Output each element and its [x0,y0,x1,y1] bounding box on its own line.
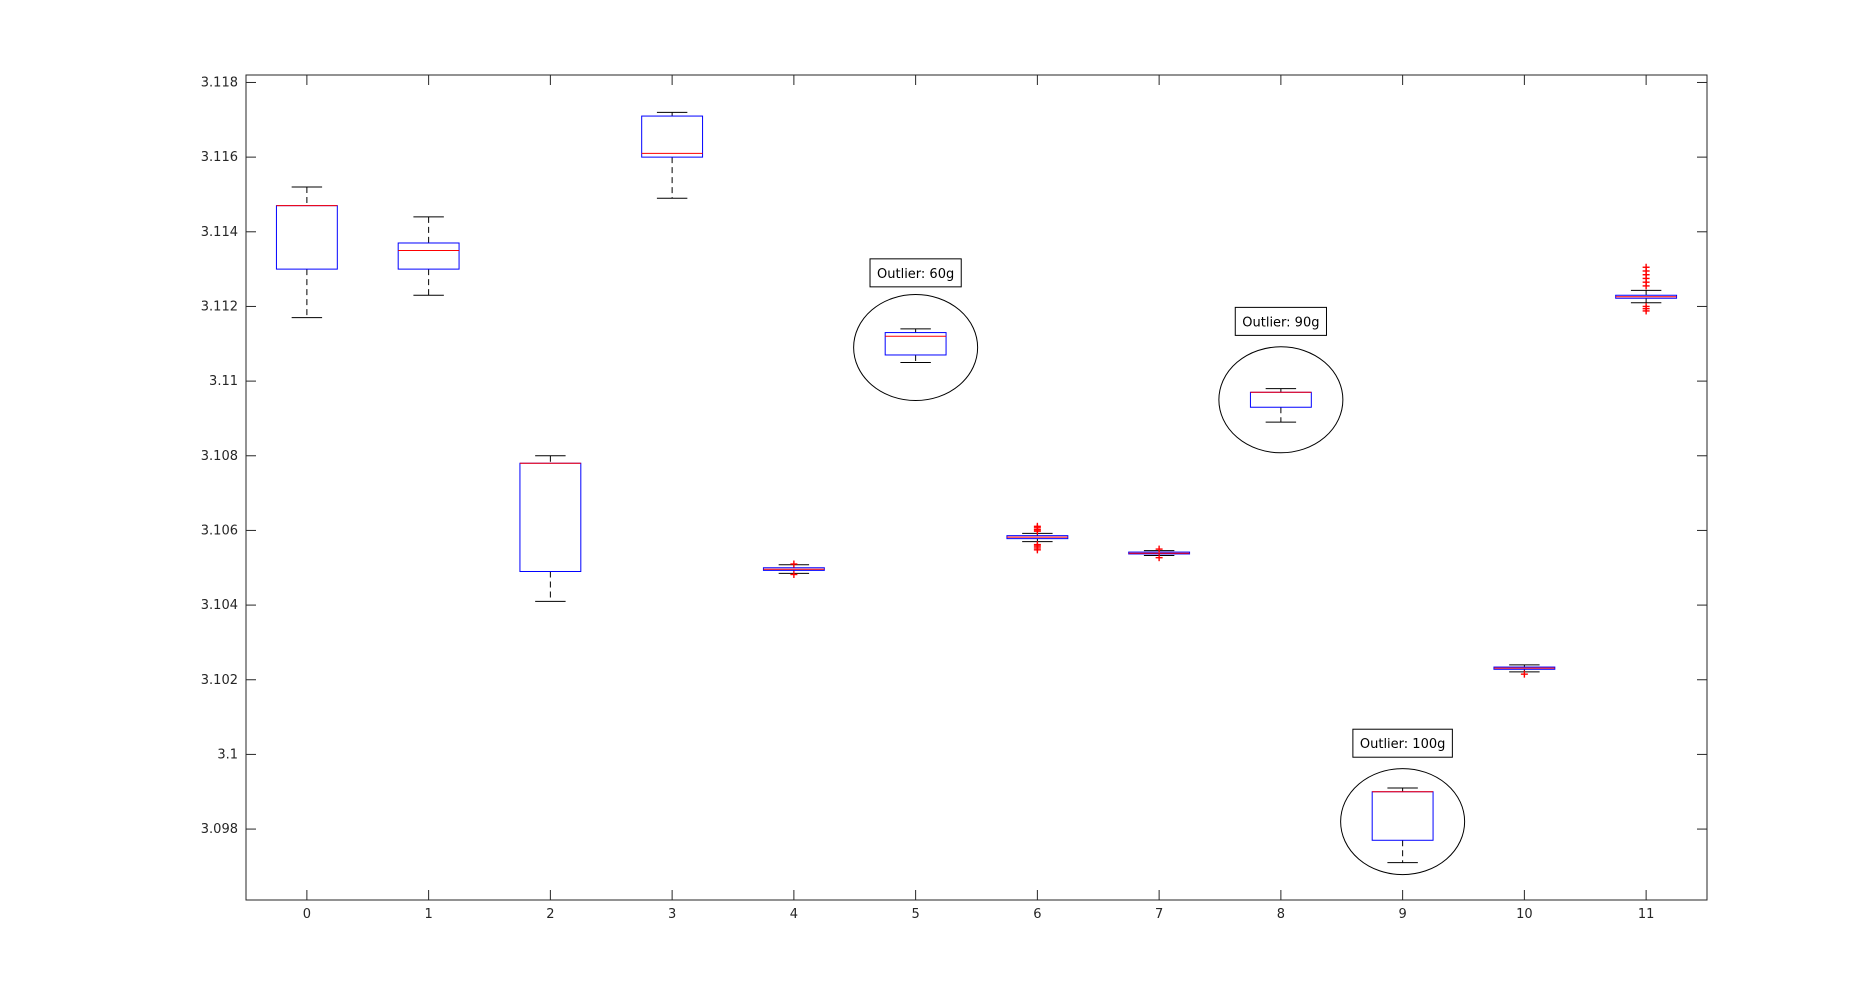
box-2 [519,455,582,602]
x-tick-label: 8 [1277,907,1285,922]
annotation-8: Outlier: 90g [1218,306,1344,454]
annotation-circle [1218,346,1344,454]
annotation-label: Outlier: 90g [1242,315,1319,330]
x-tick-label: 5 [911,907,919,922]
box-6 [1006,522,1069,554]
annotation-circle [853,294,979,402]
box-1 [397,216,460,296]
y-tick-label: 3.1 [217,747,238,762]
y-tick-label: 3.11 [209,374,238,389]
y-tick-label: 3.112 [201,299,238,314]
y-tick-label: 3.106 [201,523,238,538]
box-body [397,242,460,270]
x-tick-label: 10 [1516,907,1533,922]
annotations: Outlier: 60g Outlier: 90g Outlier: 100g [853,258,1466,876]
box-body [641,115,704,158]
x-tick-label: 6 [1033,907,1041,922]
x-tick-label: 0 [303,907,311,922]
y-tick-label: 3.116 [201,150,238,165]
box-series [275,111,1678,864]
y-tick-label: 3.108 [201,449,238,464]
annotation-box [869,258,962,288]
box-9 [1371,787,1434,864]
y-tick-label: 3.114 [201,225,238,240]
box-5 [884,328,947,363]
x-axis: 0 1 2 3 4 5 6 7 8 9 10 11 [303,75,1655,922]
x-tick-label: 3 [668,907,676,922]
box-7 [1128,545,1191,562]
annotation-circle [1340,768,1466,876]
annotation-box [1352,728,1453,758]
annotation-label: Outlier: 100g [1360,737,1445,752]
box-3 [641,111,704,199]
annotation-box [1234,306,1327,336]
box-10 [1493,664,1556,678]
annotation-label: Outlier: 60g [877,267,954,282]
y-axis: 3.098 3.1 3.102 3.104 3.106 3.108 3.11 3.112 3.1… [201,75,1707,837]
annotation-9: Outlier: 100g [1340,728,1466,876]
box-11 [1615,263,1678,315]
plot-area [245,74,1708,901]
y-tick-label: 3.098 [201,822,238,837]
x-tick-label: 4 [790,907,798,922]
box-0 [275,186,338,319]
x-tick-label: 1 [424,907,432,922]
y-tick-label: 3.102 [201,673,238,688]
annotation-5: Outlier: 60g [853,258,979,402]
x-tick-label: 7 [1155,907,1163,922]
box-4 [762,560,825,578]
y-tick-label: 3.104 [201,598,238,613]
x-tick-label: 9 [1398,907,1406,922]
box-body [884,332,947,356]
x-tick-label: 2 [546,907,554,922]
y-tick-label: 3.118 [201,75,238,90]
box-8 [1249,388,1312,423]
x-tick-label: 11 [1638,907,1655,922]
